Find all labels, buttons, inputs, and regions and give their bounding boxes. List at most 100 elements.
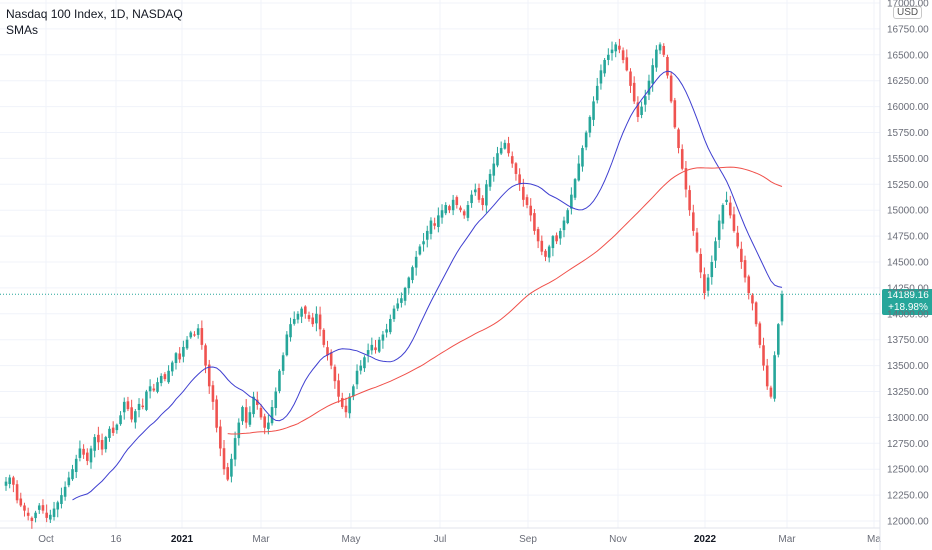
candle-body	[45, 512, 48, 518]
candle-body	[736, 232, 739, 247]
candle-body	[26, 512, 30, 516]
candle-body	[196, 328, 200, 335]
candle-body	[496, 153, 499, 166]
candle-body	[743, 260, 747, 278]
candle-body	[200, 328, 204, 345]
candle-body	[477, 187, 481, 200]
candle-body	[12, 477, 15, 485]
candle-body	[381, 334, 385, 341]
candle-body	[285, 334, 289, 356]
candle-body	[152, 388, 156, 391]
candle-body	[60, 495, 63, 504]
candle-body	[437, 215, 440, 227]
candle-body	[470, 194, 473, 204]
last-price-value: 14189.16	[887, 290, 929, 301]
candle-body	[407, 277, 411, 289]
candle-body	[230, 458, 233, 477]
candle-body	[49, 514, 52, 520]
candle-body	[662, 45, 666, 55]
candle-body	[721, 205, 725, 224]
candle-body	[581, 148, 584, 167]
candle-body	[558, 230, 562, 239]
candle-body	[248, 412, 252, 425]
candle-body	[714, 241, 717, 261]
candle-body	[758, 323, 762, 345]
candle-body	[422, 241, 425, 245]
candle-body	[566, 210, 569, 224]
y-tick-label: 16500.00	[887, 50, 929, 61]
candle-body	[570, 194, 573, 209]
candle-body	[366, 350, 370, 355]
candle-body	[695, 232, 699, 252]
candle-body	[474, 189, 477, 193]
candle-body	[684, 168, 688, 190]
candle-body	[141, 405, 145, 408]
candle-body	[100, 440, 104, 450]
last-price-tag: 14189.16 +18.98%	[882, 289, 932, 315]
candle-body	[167, 370, 170, 383]
candle-body	[680, 149, 684, 169]
candle-body	[377, 339, 381, 352]
candle-body	[207, 364, 211, 387]
y-tick-label: 16750.00	[887, 24, 929, 35]
candle-body	[111, 427, 115, 433]
candle-body	[233, 438, 237, 460]
candle-body	[122, 401, 126, 413]
x-tick-label: Jul	[434, 534, 447, 545]
candle-body	[292, 318, 296, 324]
candle-body	[448, 206, 451, 211]
candle-body	[115, 424, 119, 431]
candle-body	[71, 469, 74, 480]
y-tick-label: 13250.00	[887, 387, 929, 398]
candle-body	[263, 416, 266, 428]
candle-body	[19, 498, 23, 506]
y-tick-label: 14750.00	[887, 232, 929, 243]
candle-body	[425, 230, 429, 240]
indicator-label[interactable]: SMAs	[6, 23, 39, 37]
candle-body	[728, 202, 732, 216]
x-tick-label: May	[342, 534, 361, 545]
candle-body	[780, 294, 784, 322]
candle-body	[359, 365, 363, 371]
candle-body	[23, 505, 26, 511]
candle-body	[374, 347, 377, 351]
candle-body	[385, 329, 388, 333]
x-tick-label: 16	[110, 534, 122, 545]
candle-body	[307, 315, 311, 319]
candle-body	[629, 71, 632, 86]
candle-body	[52, 508, 56, 517]
candle-body	[400, 298, 403, 303]
candle-body	[396, 303, 399, 309]
candle-body	[363, 357, 366, 369]
x-tick-label: Nov	[609, 534, 627, 545]
candle-body	[510, 156, 514, 164]
y-tick-label: 14250.00	[887, 283, 929, 294]
candle-body	[725, 199, 728, 203]
candle-body	[318, 314, 322, 330]
candle-body	[219, 426, 222, 449]
candle-body	[459, 207, 462, 211]
candle-body	[241, 407, 244, 422]
candle-body	[514, 163, 518, 174]
candle-body	[710, 262, 714, 278]
candle-body	[267, 422, 270, 429]
candle-body	[304, 306, 307, 314]
candle-body	[340, 398, 344, 408]
candle-body	[706, 277, 710, 291]
candle-body	[747, 276, 751, 294]
candle-body	[488, 173, 492, 187]
candle-body	[692, 212, 695, 231]
candle-body	[8, 477, 11, 485]
candle-body	[621, 50, 625, 60]
candle-body	[703, 274, 706, 294]
currency-badge[interactable]: USD	[893, 6, 923, 19]
candle-body	[717, 220, 721, 240]
candle-body	[193, 334, 196, 336]
x-tick-label: Mar	[252, 534, 270, 545]
candle-body	[326, 347, 329, 356]
candle-body	[137, 403, 141, 410]
candle-body	[4, 481, 8, 486]
candle-body	[547, 246, 551, 258]
candle-body	[67, 477, 71, 486]
